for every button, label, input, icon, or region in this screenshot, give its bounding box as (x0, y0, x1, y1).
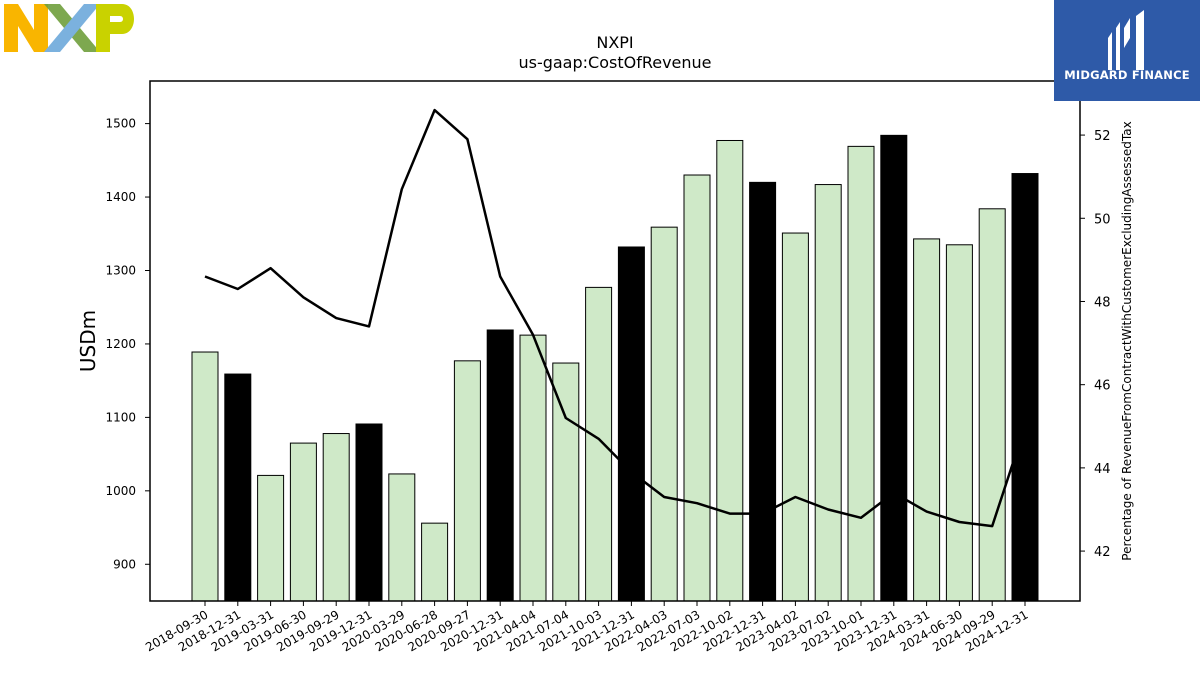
y-tick-label: 1500 (105, 117, 136, 131)
bar-2022-12-31 (750, 182, 776, 601)
y-right-tick-label: 52 (1094, 129, 1111, 144)
bar-2018-09-30 (192, 352, 218, 601)
bar-2021-12-31 (618, 247, 644, 601)
chart: NXPI us-gaap:CostOfRevenue 900 1000 1100 12… (0, 0, 1200, 675)
nxp-logo (4, 4, 140, 54)
midgard-logo-text: MIDGARD FINANCE (1054, 68, 1200, 82)
plot-frame (150, 81, 1080, 601)
bar-2021-04-04 (520, 335, 546, 601)
bars-group (192, 135, 1038, 601)
midgard-logo: MIDGARD FINANCE (1054, 0, 1200, 101)
bar-2020-03-29 (389, 474, 415, 601)
y-tick-label: 900 (113, 557, 136, 571)
bar-2019-12-31 (356, 424, 382, 601)
bar-2021-07-04 (553, 363, 579, 601)
y-right-tick-label: 44 (1094, 462, 1111, 477)
bar-2023-07-02 (815, 185, 841, 601)
y-tick-label: 1100 (105, 410, 136, 424)
bar-2024-03-31 (914, 239, 940, 601)
y-right-tick-label: 42 (1094, 545, 1111, 560)
chart-subtitle: us-gaap:CostOfRevenue (518, 53, 711, 72)
bar-2020-09-27 (454, 361, 480, 601)
y-tick-label: 1000 (105, 484, 136, 498)
y-tick-label: 1300 (105, 263, 136, 277)
bar-2020-06-28 (422, 523, 448, 601)
y-axis-label: USDm (76, 310, 100, 372)
y-tick-label: 1400 (105, 190, 136, 204)
midgard-emblem-icon (1054, 0, 1200, 70)
chart-title: NXPI (596, 33, 633, 52)
bar-2022-07-03 (684, 175, 710, 601)
bar-2021-10-03 (586, 287, 612, 601)
bar-2023-12-31 (881, 135, 907, 601)
bar-2022-04-03 (651, 227, 677, 601)
bar-2024-12-31 (1012, 174, 1038, 601)
bar-2020-12-31 (487, 330, 513, 601)
bar-2024-09-29 (979, 209, 1005, 601)
bar-2024-06-30 (946, 245, 972, 601)
y-right-tick-label: 48 (1094, 295, 1111, 310)
bar-2023-10-01 (848, 146, 874, 601)
bar-2019-09-29 (323, 434, 349, 601)
y-right-tick-label: 46 (1094, 379, 1111, 394)
bar-2018-12-31 (225, 374, 251, 601)
bar-2019-03-31 (258, 475, 284, 601)
bar-2022-10-02 (717, 140, 743, 601)
y-tick-label: 1200 (105, 337, 136, 351)
y-axis-right-label: Percentage of RevenueFromContractWithCus… (1120, 121, 1134, 560)
bar-2023-04-02 (782, 233, 808, 601)
y-right-tick-label: 50 (1094, 212, 1111, 227)
bar-2019-06-30 (290, 443, 316, 601)
